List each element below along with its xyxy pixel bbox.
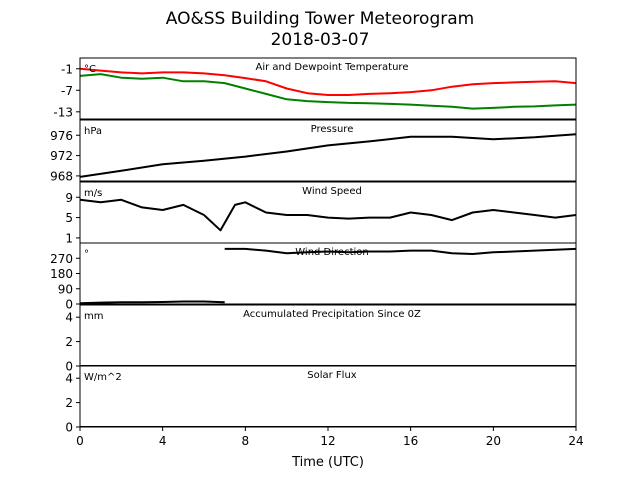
y-tick-label: -1 xyxy=(61,62,73,76)
chart-subtitle: 2018-03-07 xyxy=(271,30,370,50)
y-tick-label: 9 xyxy=(65,191,73,205)
y-tick-label: 976 xyxy=(50,129,73,143)
panel-series-group xyxy=(80,198,576,232)
panel-frame xyxy=(79,119,577,182)
y-tick-label: 0 xyxy=(65,360,73,374)
panel-2: 1 5 9 m/s Wind Speed xyxy=(65,181,577,245)
y-tick-label: -7 xyxy=(61,84,73,98)
panel-1: 968 972 976 hPa Pressure xyxy=(50,119,577,183)
series-line-0-0 xyxy=(80,67,576,96)
series-line-2-0 xyxy=(80,198,576,232)
x-tick-label: 20 xyxy=(486,434,501,448)
y-tick-label: 270 xyxy=(50,252,73,266)
panel-unit: hPa xyxy=(84,126,102,137)
x-axis-label: Time (UTC) xyxy=(291,455,364,470)
x-tick-label: 12 xyxy=(320,434,335,448)
panel-unit: °C xyxy=(84,64,96,75)
panels-group: -1 -7 -13 °C Air and Dewpoint Temperature 968… xyxy=(50,57,584,448)
panel-series-group xyxy=(80,67,576,110)
panel-4: 0 2 4 mm Accumulated Precipitation Since 0Z xyxy=(65,304,577,374)
y-tick-label: 2 xyxy=(65,335,73,349)
series-line-3-1 xyxy=(224,247,576,255)
y-tick-label: 4 xyxy=(65,311,73,325)
y-tick-label: 968 xyxy=(50,169,73,183)
panel-title: Solar Flux xyxy=(307,370,357,381)
panel-5: 0 2 4 W/m^2 Solar Flux xyxy=(65,365,577,435)
y-tick-label: -13 xyxy=(53,105,73,119)
panel-unit: mm xyxy=(84,311,103,322)
panel-title: Air and Dewpoint Temperature xyxy=(256,62,409,73)
series-line-3-0 xyxy=(80,300,225,304)
x-tick-label: 4 xyxy=(159,434,167,448)
panel-title: Wind Direction xyxy=(295,247,369,258)
chart-title: AO&SS Building Tower Meteorogram xyxy=(166,9,474,29)
x-tick-label: 16 xyxy=(403,434,418,448)
x-tick-label: 0 xyxy=(76,434,84,448)
y-tick-label: 90 xyxy=(58,282,73,296)
panel-title: Wind Speed xyxy=(302,186,362,197)
y-tick-label: 2 xyxy=(65,396,73,410)
panel-unit: m/s xyxy=(84,188,102,199)
x-tick-label: 24 xyxy=(568,434,583,448)
series-line-1-0 xyxy=(80,133,576,178)
panel-series-group xyxy=(80,133,576,178)
y-tick-label: 1 xyxy=(65,231,73,245)
panel-series-group xyxy=(80,247,576,304)
y-tick-label: 0 xyxy=(65,421,73,435)
panel-title: Accumulated Precipitation Since 0Z xyxy=(243,309,421,320)
y-tick-label: 0 xyxy=(65,298,73,312)
x-tick-label: 8 xyxy=(242,434,250,448)
panel-0: -1 -7 -13 °C Air and Dewpoint Temperature xyxy=(53,57,577,120)
y-tick-label: 180 xyxy=(50,267,73,281)
panel-frame xyxy=(79,57,577,120)
y-tick-label: 4 xyxy=(65,372,73,386)
series-line-0-1 xyxy=(80,73,576,110)
y-tick-label: 972 xyxy=(50,149,73,163)
panel-unit: ° xyxy=(84,249,89,260)
y-tick-label: 5 xyxy=(65,211,73,225)
panel-title: Pressure xyxy=(311,124,354,135)
panel-unit: W/m^2 xyxy=(84,372,122,383)
